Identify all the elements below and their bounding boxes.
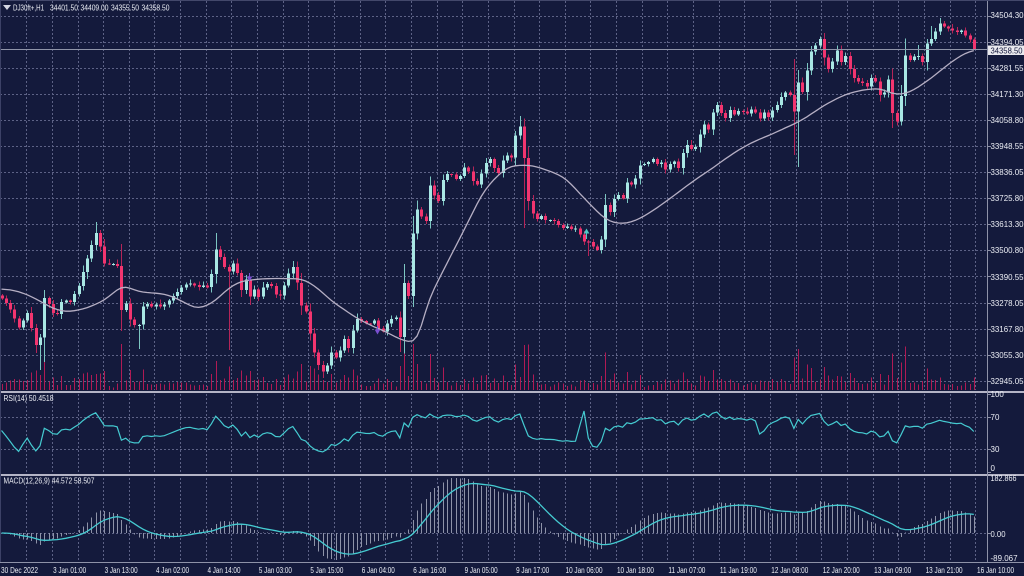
svg-text:34358.50: 34358.50 bbox=[991, 47, 1024, 56]
svg-text:6 Jan 04:00: 6 Jan 04:00 bbox=[362, 566, 395, 575]
svg-text:34058.80: 34058.80 bbox=[991, 116, 1024, 125]
svg-text:182.866: 182.866 bbox=[991, 474, 1017, 483]
svg-text:0: 0 bbox=[991, 464, 996, 473]
svg-text:DJ30ft+,H1: DJ30ft+,H1 bbox=[13, 4, 44, 13]
svg-text:16 Jan 10:00: 16 Jan 10:00 bbox=[977, 566, 1014, 575]
svg-text:100: 100 bbox=[991, 390, 1005, 399]
svg-text:10 Jan 18:00: 10 Jan 18:00 bbox=[617, 566, 654, 575]
svg-text:3 Jan 01:00: 3 Jan 01:00 bbox=[53, 566, 86, 575]
svg-text:5 Jan 15:00: 5 Jan 15:00 bbox=[310, 566, 343, 575]
svg-text:13 Jan 21:00: 13 Jan 21:00 bbox=[926, 566, 963, 575]
svg-text:34281.55: 34281.55 bbox=[991, 64, 1024, 73]
svg-text:5 Jan 03:00: 5 Jan 03:00 bbox=[259, 566, 292, 575]
svg-text:11 Jan 07:00: 11 Jan 07:00 bbox=[668, 566, 705, 575]
svg-text:34504.30: 34504.30 bbox=[991, 11, 1024, 20]
svg-text:9 Jan 17:00: 9 Jan 17:00 bbox=[516, 566, 549, 575]
svg-text:4 Jan 14:00: 4 Jan 14:00 bbox=[207, 566, 240, 575]
svg-text:33500.80: 33500.80 bbox=[991, 246, 1024, 255]
svg-text:33055.30: 33055.30 bbox=[991, 351, 1024, 360]
svg-text:33278.05: 33278.05 bbox=[991, 299, 1024, 308]
svg-text:34394.05: 34394.05 bbox=[991, 38, 1024, 47]
svg-text:-89.067: -89.067 bbox=[991, 554, 1019, 563]
svg-text:9 Jan 05:00: 9 Jan 05:00 bbox=[465, 566, 498, 575]
svg-text:34409.00: 34409.00 bbox=[81, 4, 109, 13]
svg-text:70: 70 bbox=[991, 413, 1000, 422]
svg-text:33613.30: 33613.30 bbox=[991, 220, 1024, 229]
svg-text:10 Jan 06:00: 10 Jan 06:00 bbox=[566, 566, 603, 575]
svg-text:3 Jan 13:00: 3 Jan 13:00 bbox=[105, 566, 138, 575]
svg-text:MACD(12,26,9) 44.572 58.507: MACD(12,26,9) 44.572 58.507 bbox=[4, 477, 95, 486]
svg-text:33167.80: 33167.80 bbox=[991, 325, 1024, 334]
svg-text:11 Jan 19:00: 11 Jan 19:00 bbox=[720, 566, 757, 575]
svg-text:32945.05: 32945.05 bbox=[991, 377, 1024, 386]
svg-text:34171.30: 34171.30 bbox=[991, 90, 1024, 99]
svg-text:12 Jan 08:00: 12 Jan 08:00 bbox=[771, 566, 808, 575]
svg-text:33948.55: 33948.55 bbox=[991, 142, 1024, 151]
svg-text:33390.55: 33390.55 bbox=[991, 273, 1024, 282]
svg-text:4 Jan 02:00: 4 Jan 02:00 bbox=[156, 566, 189, 575]
svg-text:0.00: 0.00 bbox=[991, 530, 1007, 539]
svg-text:30 Dec 2022: 30 Dec 2022 bbox=[1, 566, 38, 575]
svg-text:33836.05: 33836.05 bbox=[991, 168, 1024, 177]
svg-text:6 Jan 16:00: 6 Jan 16:00 bbox=[413, 566, 446, 575]
svg-text:33725.80: 33725.80 bbox=[991, 194, 1024, 203]
svg-text:34401.50: 34401.50 bbox=[50, 4, 78, 13]
svg-text:30: 30 bbox=[991, 445, 1000, 454]
svg-text:34355.50: 34355.50 bbox=[111, 4, 139, 13]
svg-text:12 Jan 20:00: 12 Jan 20:00 bbox=[823, 566, 860, 575]
svg-text:RSI(14) 50.4518: RSI(14) 50.4518 bbox=[4, 394, 54, 403]
svg-text:13 Jan 09:00: 13 Jan 09:00 bbox=[874, 566, 911, 575]
svg-text:34358.50: 34358.50 bbox=[142, 4, 170, 13]
